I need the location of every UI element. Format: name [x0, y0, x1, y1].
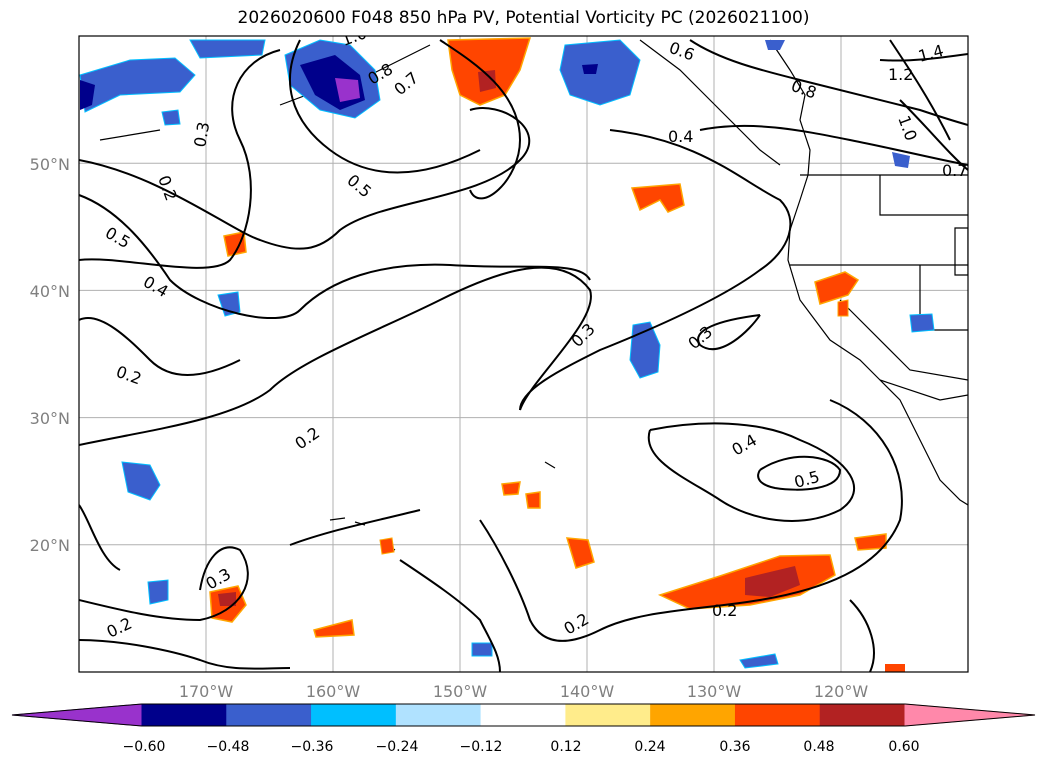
colorbar-tick-label: 0.48 [803, 739, 834, 755]
lon-tick-label: 170°W [179, 682, 234, 701]
longitude-labels: 170°W 160°W 150°W 140°W 130°W 120°W [179, 682, 869, 701]
colorbar-extend-low [11, 703, 143, 727]
colorbar-outline [11, 703, 1036, 727]
lon-tick-label: 120°W [814, 682, 869, 701]
lon-tick-label: 140°W [560, 682, 615, 701]
positive-pv-shading [209, 37, 905, 672]
lat-tick-label: 20°N [30, 536, 70, 555]
colorbar-segment [650, 703, 736, 727]
colorbar-tick-label: 0.12 [550, 739, 581, 755]
colorbar-segment [226, 703, 313, 727]
contour-label: 0.7 [942, 161, 967, 180]
colorbar-tick-label: −0.36 [291, 739, 334, 755]
negative-pv-shading [79, 39, 935, 669]
contour-label: 0.4 [668, 127, 693, 146]
colorbar-segment [395, 703, 482, 727]
map-area: 0.3 0.2 0.5 0.4 0.2 0.5 1.0 0.8 0.7 0.6 … [79, 36, 968, 672]
pv-contours [79, 39, 968, 672]
colorbar-tick-label: −0.60 [123, 739, 166, 755]
lon-tick-label: 130°W [687, 682, 742, 701]
lon-tick-label: 160°W [306, 682, 361, 701]
colorbar-segment [480, 703, 567, 727]
latitude-labels: 50°N 40°N 30°N 20°N [30, 155, 70, 555]
lat-tick-label: 50°N [30, 155, 70, 174]
colorbar-segment [565, 703, 652, 727]
colorbar-tick-label: 0.60 [888, 739, 919, 755]
colorbar-tick-label: −0.24 [376, 739, 419, 755]
map-frame [78, 35, 969, 673]
colorbar-tick-label: −0.48 [207, 739, 250, 755]
contour-label: 0.2 [712, 601, 737, 620]
contour-label: 1.2 [888, 65, 913, 84]
colorbar-segment [141, 703, 228, 727]
colorbar-tick-label: 0.24 [634, 739, 665, 755]
lat-tick-label: 40°N [30, 282, 70, 301]
colorbar-tick-labels: −0.60 −0.48 −0.36 −0.24 −0.12 0.12 0.24 … [123, 739, 920, 755]
colorbar [11, 703, 1036, 727]
map-title: 2026020600 F048 850 hPa PV, Potential Vo… [237, 8, 810, 28]
colorbar-segment [311, 703, 397, 727]
colorbar-segment [734, 703, 821, 727]
lon-tick-label: 150°W [433, 682, 488, 701]
colorbar-extend-high [904, 703, 1036, 727]
colorbar-tick-label: −0.12 [460, 739, 503, 755]
contour-label: 0.3 [190, 120, 213, 148]
colorbar-segment [819, 703, 906, 727]
lat-tick-label: 30°N [30, 409, 70, 428]
colorbar-tick-label: 0.36 [719, 739, 750, 755]
